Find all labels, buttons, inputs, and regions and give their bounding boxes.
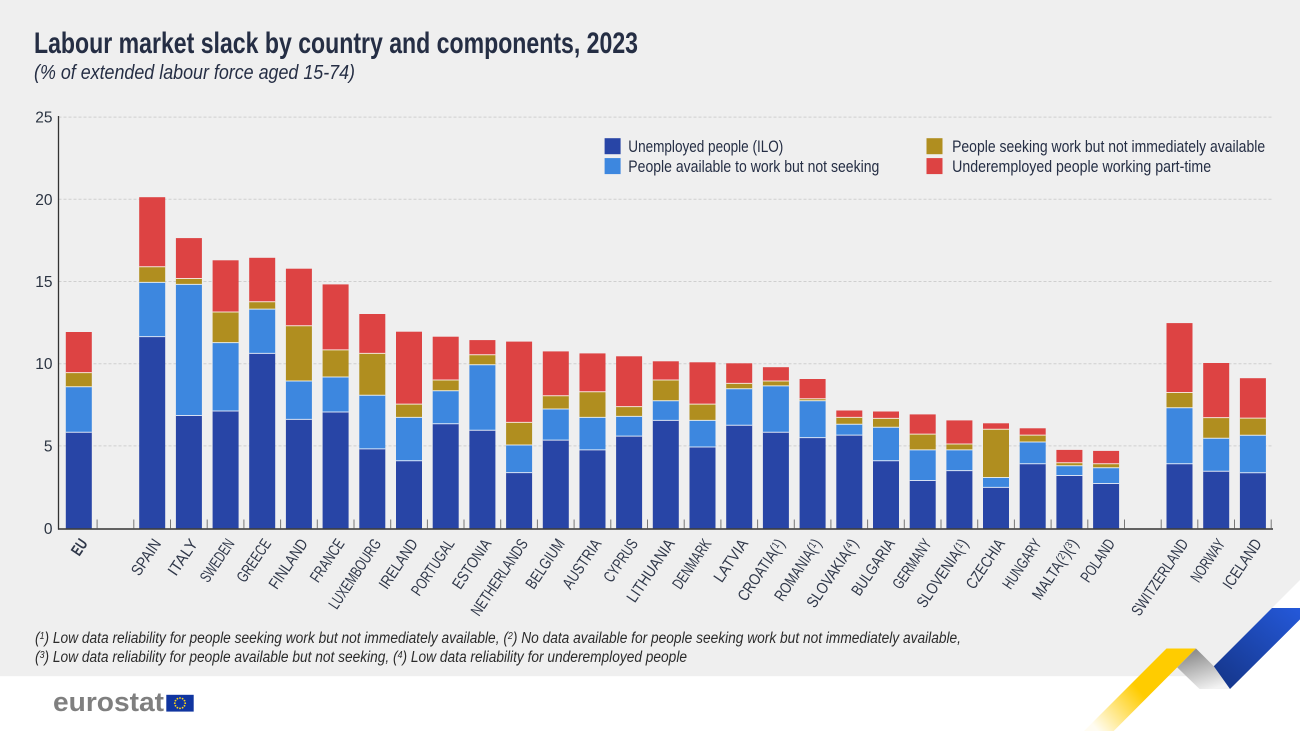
svg-text:15: 15 <box>35 274 52 291</box>
svg-text:20: 20 <box>35 192 53 209</box>
svg-text:Labour market slack by country: Labour market slack by country and compo… <box>34 27 638 60</box>
svg-text:10: 10 <box>35 356 53 373</box>
svg-text:(1) Low data reliability for p: (1) Low data reliability for people seek… <box>35 630 961 647</box>
svg-text:People available to work but n: People available to work but not seeking <box>628 158 879 176</box>
svg-text:Unemployed people (ILO): Unemployed people (ILO) <box>628 138 783 156</box>
svg-text:EU: EU <box>69 536 92 559</box>
svg-text:eurostat: eurostat <box>53 687 164 717</box>
svg-text:(% of extended labour force ag: (% of extended labour force aged 15-74) <box>34 62 355 84</box>
svg-text:25: 25 <box>35 110 52 127</box>
svg-text:People seeking work but not im: People seeking work but not immediately … <box>952 138 1265 156</box>
svg-text:0: 0 <box>44 521 53 538</box>
svg-text:(3) Low data reliability for p: (3) Low data reliability for people avai… <box>35 649 687 666</box>
svg-text:5: 5 <box>44 438 53 455</box>
svg-text:Underemployed people working p: Underemployed people working part-time <box>952 158 1211 176</box>
